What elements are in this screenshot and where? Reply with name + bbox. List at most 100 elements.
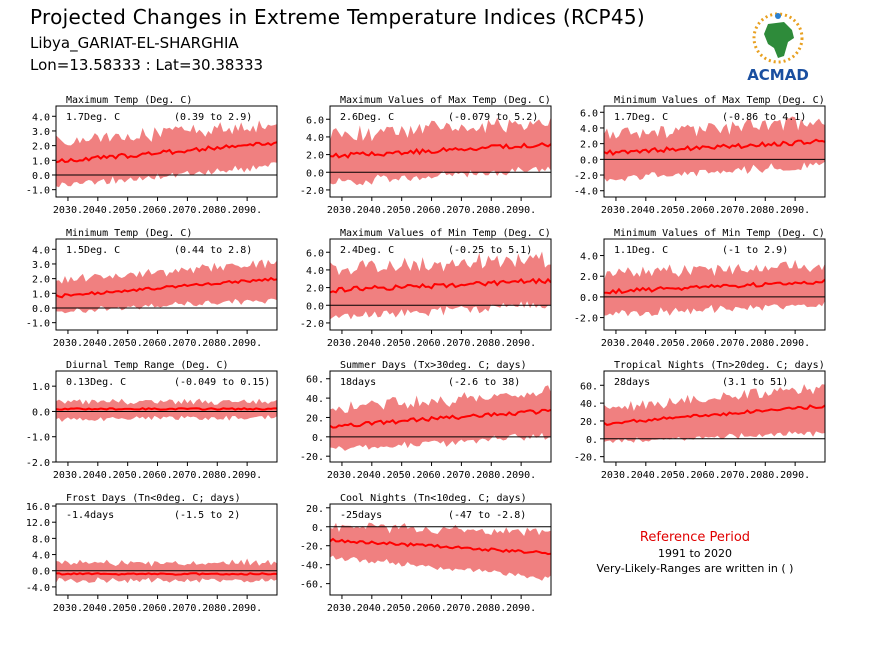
x-tick-label: 2070. [172, 205, 202, 216]
y-tick-label: 4.0 [306, 266, 324, 277]
chart-title: Tropical Nights (Tn>20deg. C; days) [614, 360, 825, 371]
chart-range: (-0.079 to 5.2) [448, 112, 538, 123]
plot-frame [55, 238, 278, 331]
y-tick-label: -2.0 [26, 458, 50, 469]
x-tick-label: 2040. [83, 470, 113, 481]
y-tick-label: 4.0 [580, 252, 598, 263]
x-tick-label: 2030. [601, 338, 631, 349]
chart-title: Minimum Values of Min Temp (Deg. C) [614, 228, 825, 239]
chart-range: (-2.6 to 38) [448, 377, 520, 388]
x-tick-label: 2030. [327, 205, 357, 216]
y-tick-label: 2.0 [306, 284, 324, 295]
chart-range: (0.44 to 2.8) [174, 245, 252, 256]
x-tick-label: 2030. [327, 603, 357, 614]
median-line [56, 141, 277, 164]
y-tick-label: 0.0 [306, 168, 324, 179]
x-tick-label: 2060. [416, 603, 446, 614]
y-tick-label: -20. [300, 452, 324, 463]
chart-summary: 1.5Deg. C [66, 245, 120, 256]
chart-summary: 1.7Deg. C [66, 112, 120, 123]
y-tick-label: 6.0 [306, 248, 324, 259]
y-tick-label: 0.0 [306, 301, 324, 312]
page-title: Projected Changes in Extreme Temperature… [30, 5, 646, 29]
y-tick-label: 0. [312, 433, 324, 444]
chart-range: (-0.25 to 5.1) [448, 245, 532, 256]
y-tick-label: 16.0 [26, 502, 50, 513]
chart-range: (-1.5 to 2) [174, 510, 240, 521]
y-tick-label: 0.0 [32, 567, 50, 578]
chart-panel-3: Minimum Values of Max Temp (Deg. C) 1.7De… [574, 95, 826, 216]
x-tick-label: 2090. [232, 470, 262, 481]
y-tick-label: 0.0 [32, 304, 50, 315]
chart-panel-11: Cool Nights (Tn<10deg. C; days) -25days (-… [300, 493, 552, 614]
median-line [604, 278, 825, 295]
x-tick-label: 2060. [142, 205, 172, 216]
plot-frame [603, 238, 826, 331]
plot-frame [603, 105, 826, 198]
reference-box: Reference Period 1991 to 2020 Very-Likel… [560, 530, 830, 575]
y-tick-label: 0. [586, 435, 598, 446]
logo-text: ACMAD [747, 66, 809, 84]
x-tick-label: 2050. [387, 603, 417, 614]
x-tick-label: 2040. [357, 603, 387, 614]
median-line [330, 142, 551, 159]
y-tick-label: 0. [312, 523, 324, 534]
y-tick-label: 1.0 [32, 156, 50, 167]
y-tick-label: 0.0 [32, 171, 50, 182]
x-tick-label: 2090. [506, 603, 536, 614]
x-tick-label: 2040. [631, 470, 661, 481]
x-tick-label: 2080. [750, 205, 780, 216]
y-tick-label: 4.0 [580, 124, 598, 135]
y-tick-label: 2.0 [580, 140, 598, 151]
x-tick-label: 2070. [720, 205, 750, 216]
x-tick-label: 2060. [416, 205, 446, 216]
x-tick-label: 2090. [232, 338, 262, 349]
y-tick-label: 20. [580, 417, 598, 428]
x-tick-label: 2090. [232, 603, 262, 614]
median-line [330, 537, 551, 556]
y-tick-label: 2.0 [32, 142, 50, 153]
y-tick-label: -2.0 [574, 314, 598, 325]
median-line [330, 408, 551, 429]
y-tick-label: 0.0 [580, 155, 598, 166]
median-line [56, 572, 277, 576]
x-tick-label: 2070. [446, 338, 476, 349]
x-tick-label: 2080. [750, 338, 780, 349]
x-tick-label: 2060. [416, 470, 446, 481]
y-tick-label: -1.0 [26, 433, 50, 444]
chart-title: Maximum Values of Min Temp (Deg. C) [340, 228, 551, 239]
range-band [604, 259, 825, 317]
x-tick-label: 2040. [83, 603, 113, 614]
plot-frame [603, 370, 826, 463]
plot-frame [329, 238, 552, 331]
x-tick-label: 2060. [416, 338, 446, 349]
chart-title: Maximum Temp (Deg. C) [66, 95, 192, 106]
x-tick-label: 2040. [83, 338, 113, 349]
x-tick-label: 2030. [327, 470, 357, 481]
x-tick-label: 2050. [387, 205, 417, 216]
location-label: Libya_GARIAT-EL-SHARGHIA [30, 34, 239, 52]
y-tick-label: -40. [300, 561, 324, 572]
acmad-logo: ACMAD [747, 12, 809, 84]
chart-title: Minimum Values of Max Temp (Deg. C) [614, 95, 825, 106]
y-tick-label: 2.0 [32, 275, 50, 286]
x-tick-label: 2090. [780, 205, 810, 216]
y-tick-label: -1.0 [26, 319, 50, 330]
y-tick-label: 2.0 [306, 151, 324, 162]
chart-range: (-1 to 2.9) [722, 245, 788, 256]
y-tick-label: -20. [574, 453, 598, 464]
x-tick-label: 2080. [202, 470, 232, 481]
chart-range: (-47 to -2.8) [448, 510, 526, 521]
y-tick-label: 8.0 [32, 534, 50, 545]
x-tick-label: 2030. [53, 470, 83, 481]
chart-panel-8: Summer Days (Tx>30deg. C; days) 18days (-2… [300, 360, 552, 481]
x-tick-label: 2040. [357, 205, 387, 216]
x-tick-label: 2050. [113, 205, 143, 216]
x-tick-label: 2030. [53, 603, 83, 614]
y-tick-label: 3.0 [32, 260, 50, 271]
coordinates-label: Lon=13.58333 : Lat=30.38333 [30, 56, 264, 74]
chart-panel-4: Minimum Temp (Deg. C) 1.5Deg. C (0.44 to 2… [26, 228, 278, 349]
range-band [330, 385, 551, 451]
x-tick-label: 2030. [601, 205, 631, 216]
chart-range: (3.1 to 51) [722, 377, 788, 388]
